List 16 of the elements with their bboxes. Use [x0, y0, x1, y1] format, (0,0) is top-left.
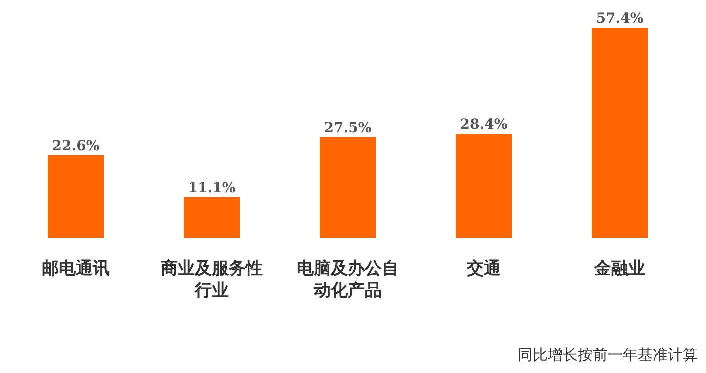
data-label: 27.5%: [324, 120, 372, 136]
x-tick-label: 邮电通讯: [42, 259, 110, 279]
bar: [456, 134, 512, 238]
x-tick-label: 商业及服务性行业: [160, 259, 263, 301]
data-label: 22.6%: [52, 138, 100, 154]
data-label: 11.1%: [188, 180, 236, 196]
bar: [320, 137, 376, 238]
x-tick-label: 交通: [466, 259, 501, 279]
bar: [592, 28, 648, 238]
bar: [48, 155, 104, 238]
data-label: 57.4%: [596, 11, 644, 27]
bar: [184, 197, 240, 238]
data-label: 28.4%: [460, 117, 508, 134]
text: 同比增长按前一年基准计算: [518, 346, 698, 365]
x-tick-label: 电脑及办公自动化产品: [297, 259, 399, 301]
x-tick-label: 金融业: [594, 259, 646, 279]
